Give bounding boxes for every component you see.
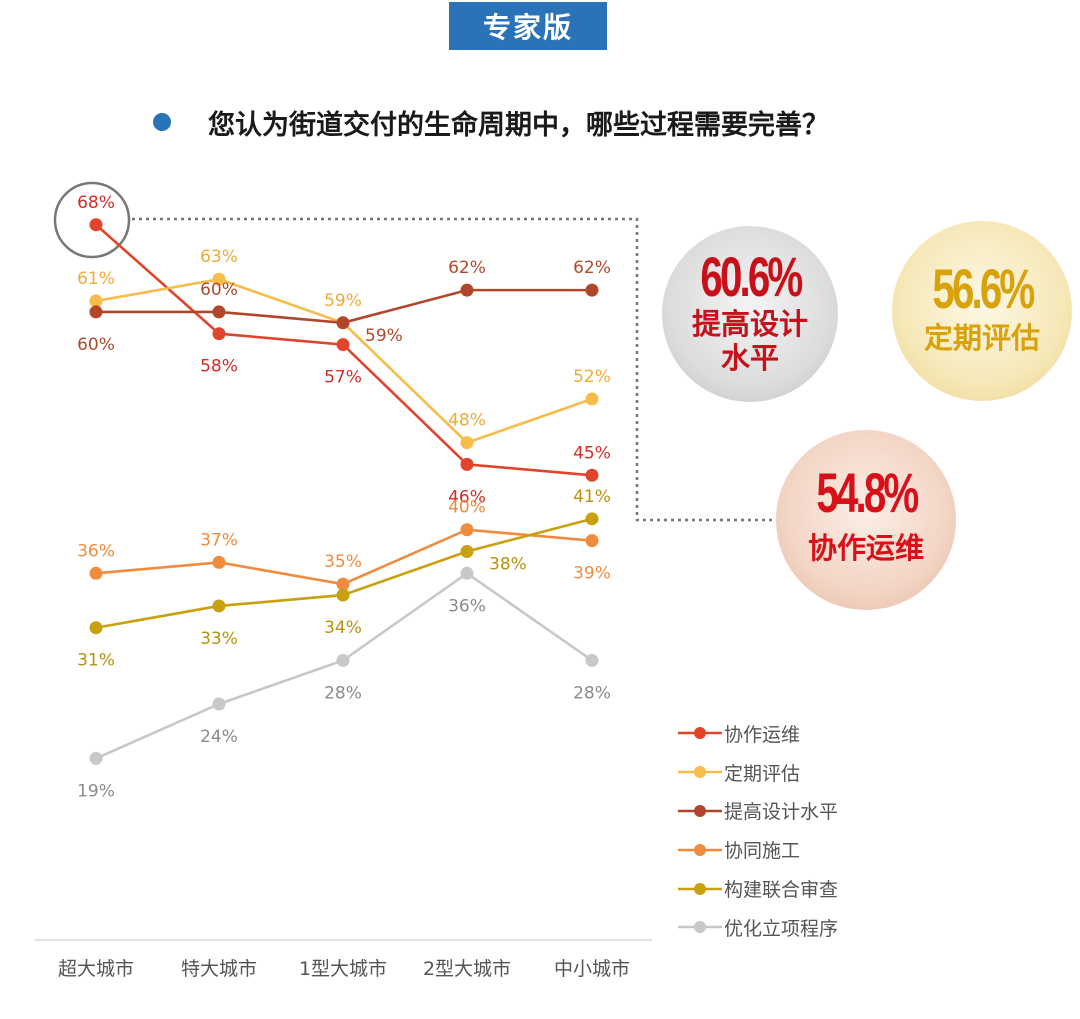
data-label: 60% [200,280,238,300]
data-point [585,468,599,482]
x-tick-label: 中小城市 [554,958,630,980]
data-label: 63% [200,247,238,267]
legend-item: 构建联合审查 [678,869,838,908]
data-point [585,283,599,297]
question-title: 您认为街道交付的生命周期中，哪些过程需要完善？ [208,110,829,141]
data-label: 36% [448,596,486,616]
data-point [212,697,226,711]
legend-label: 定期评估 [724,762,801,785]
data-point [212,327,226,341]
data-label: 57% [324,368,362,388]
callout-label: 协作运维 [807,530,924,565]
data-point [460,436,474,450]
callout-value: 60.6% [700,244,803,308]
data-label: 41% [573,487,611,507]
data-point [89,621,103,635]
data-label: 52% [573,367,611,387]
legend-swatch [678,882,722,895]
legend-item: 优化立项程序 [678,908,838,947]
data-point [212,555,226,569]
data-label: 46% [448,487,486,507]
data-label: 35% [324,552,362,572]
data-label: 62% [573,258,611,278]
callout-periodic-review: 56.6% 定期评估 [892,221,1072,401]
data-point [212,305,226,319]
legend-swatch [678,766,722,779]
data-point [336,316,350,330]
data-point [212,599,226,613]
callout-label: 提高设计 [691,306,808,341]
data-label: 34% [324,618,362,638]
legend-swatch [678,804,722,817]
data-point [585,534,599,548]
data-label: 28% [573,683,611,703]
data-label: 48% [448,411,486,431]
data-point [336,338,350,352]
legend-label: 优化立项程序 [724,917,839,940]
x-tick-label: 1型大城市 [299,958,387,980]
data-point [585,512,599,526]
data-label: 45% [573,443,611,463]
legend-label: 提高设计水平 [724,801,839,824]
callout-label: 定期评估 [923,320,1040,355]
data-point [89,294,103,308]
data-point [89,218,103,232]
data-label: 58% [200,357,238,377]
x-tick-label: 特大城市 [181,958,257,980]
edition-badge: 专家版 [449,2,607,50]
callout-design-level: 60.6% 提高设计 水平 [662,226,838,402]
data-label: 19% [77,781,115,801]
data-label: 38% [489,555,527,575]
data-label: 62% [448,258,486,278]
highlight-ring [53,181,131,259]
data-point [460,566,474,580]
callout-label: 水平 [720,341,779,375]
data-point [336,577,350,591]
legend-label: 协同施工 [724,840,801,863]
legend-item: 协同施工 [678,830,838,869]
data-label: 36% [77,541,115,561]
x-tick-label: 2型大城市 [423,958,511,980]
data-label: 59% [365,326,403,346]
legend-item: 协作运维 [678,714,838,753]
data-point [89,751,103,765]
chart-legend: 协作运维 定期评估 提高设计水平 协同施工 构建联合审查 优化立项程序 [678,714,838,947]
callout-value: 56.6% [932,256,1035,320]
data-point [585,653,599,667]
data-label: 59% [324,291,362,311]
data-point [460,523,474,537]
data-point [585,392,599,406]
bullet-dot [153,113,171,131]
highlight-connector [132,217,790,522]
data-point [460,283,474,297]
data-label: 68% [77,193,115,213]
legend-label: 构建联合审查 [724,879,839,902]
callout-collaborative-ops: 54.8% 协作运维 [776,430,956,610]
legend-swatch [678,921,722,934]
data-point [89,566,103,580]
legend-item: 定期评估 [678,753,838,792]
data-point [460,457,474,471]
data-point [212,272,226,286]
data-label: 40% [448,498,486,518]
data-label: 31% [77,651,115,671]
legend-swatch [678,843,722,856]
data-point [336,588,350,602]
data-label: 39% [573,564,611,584]
callout-value: 54.8% [816,460,919,524]
data-label: 61% [77,269,115,289]
legend-label: 协作运维 [724,723,801,746]
data-point [460,545,474,559]
x-tick-label: 超大城市 [58,958,134,980]
data-point [89,305,103,319]
data-point [336,653,350,667]
data-label: 28% [324,683,362,703]
data-label: 33% [200,629,238,649]
data-label: 60% [77,335,115,355]
data-label: 24% [200,727,238,747]
legend-swatch [678,727,722,740]
data-label: 37% [200,530,238,550]
legend-item: 提高设计水平 [678,792,838,831]
